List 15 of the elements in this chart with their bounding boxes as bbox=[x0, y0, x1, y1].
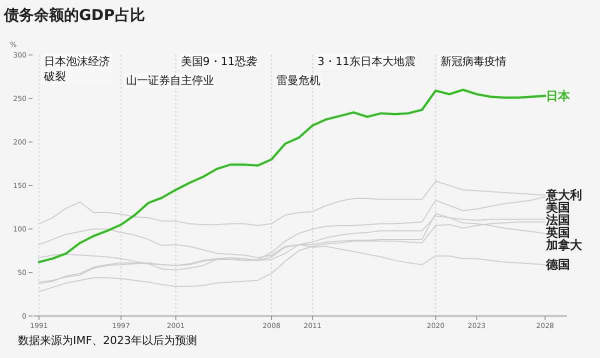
ref-line-label: 雷曼危机 bbox=[276, 74, 321, 87]
series-label: 日本 bbox=[546, 88, 571, 103]
ref-line-label: 新冠病毒疫情 bbox=[440, 55, 507, 68]
series-label: 加拿大 bbox=[545, 238, 583, 252]
series-label: 德国 bbox=[545, 258, 570, 272]
series-label: 法国 bbox=[545, 213, 570, 228]
chart-title: 债务余额的GDP占比 bbox=[3, 6, 145, 24]
text: 数据来源为IMF、2023年以后为预测 bbox=[18, 334, 198, 347]
ref-line-label: 3・11东日本大地震 bbox=[318, 55, 416, 68]
series-label: 英国 bbox=[545, 226, 570, 240]
ref-line-label: 日本泡沫经济破裂 bbox=[42, 55, 110, 83]
ref-line-label: 美国9・11恐袭 bbox=[180, 55, 257, 68]
series-label: 意大利 bbox=[545, 188, 582, 202]
ref-line-label: 山一证券自主停业 bbox=[126, 74, 214, 87]
series-label: 美国 bbox=[545, 200, 570, 215]
